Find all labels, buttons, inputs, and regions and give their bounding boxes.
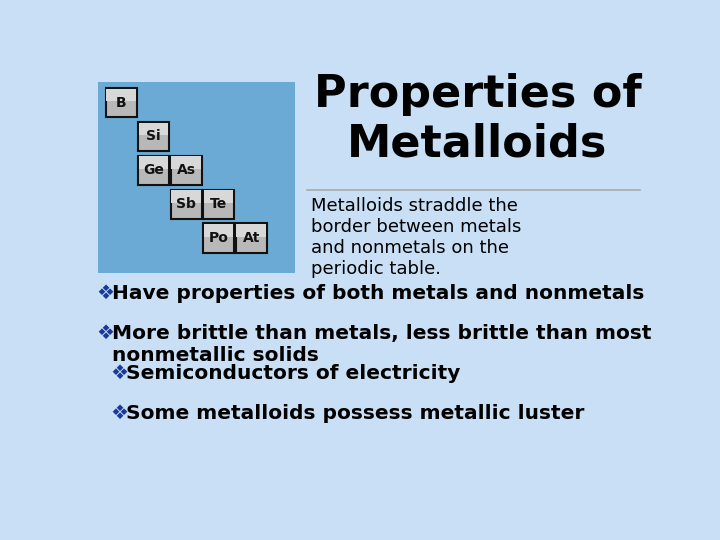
Text: B: B [116, 96, 126, 110]
Text: Sb: Sb [176, 197, 196, 211]
Text: Some metalloids possess metallic luster: Some metalloids possess metallic luster [126, 404, 584, 423]
Text: Te: Te [210, 197, 228, 211]
Text: More brittle than metals, less brittle than most
nonmetallic solids: More brittle than metals, less brittle t… [112, 325, 651, 365]
Text: ❖: ❖ [96, 284, 114, 303]
Text: Ge: Ge [143, 163, 164, 177]
Text: Have properties of both metals and nonmetals: Have properties of both metals and nonme… [112, 284, 644, 303]
Text: Po: Po [209, 231, 228, 245]
Bar [139, 123, 168, 135]
Bar [139, 157, 168, 169]
Bar [171, 190, 202, 219]
Bar [235, 224, 266, 253]
Bar [204, 190, 233, 203]
Bar [171, 190, 201, 203]
Text: As: As [176, 163, 196, 177]
Text: ❖: ❖ [110, 364, 128, 383]
Bar [203, 224, 234, 253]
Bar [98, 82, 295, 273]
Bar [106, 88, 137, 117]
Bar [171, 157, 201, 169]
Text: Semiconductors of electricity: Semiconductors of electricity [126, 364, 460, 383]
Text: ❖: ❖ [96, 325, 114, 343]
Text: Properties of
Metalloids: Properties of Metalloids [314, 72, 642, 165]
Bar [107, 89, 136, 101]
Text: Metalloids straddle the
border between metals
and nonmetals on the
periodic tabl: Metalloids straddle the border between m… [311, 197, 521, 278]
Bar [138, 156, 169, 185]
Bar [203, 190, 234, 219]
Bar [138, 122, 169, 151]
Text: Si: Si [146, 130, 161, 144]
Text: ❖: ❖ [110, 404, 128, 423]
Bar [171, 156, 202, 185]
Text: At: At [243, 231, 260, 245]
Bar [236, 224, 266, 237]
Bar [204, 224, 233, 237]
